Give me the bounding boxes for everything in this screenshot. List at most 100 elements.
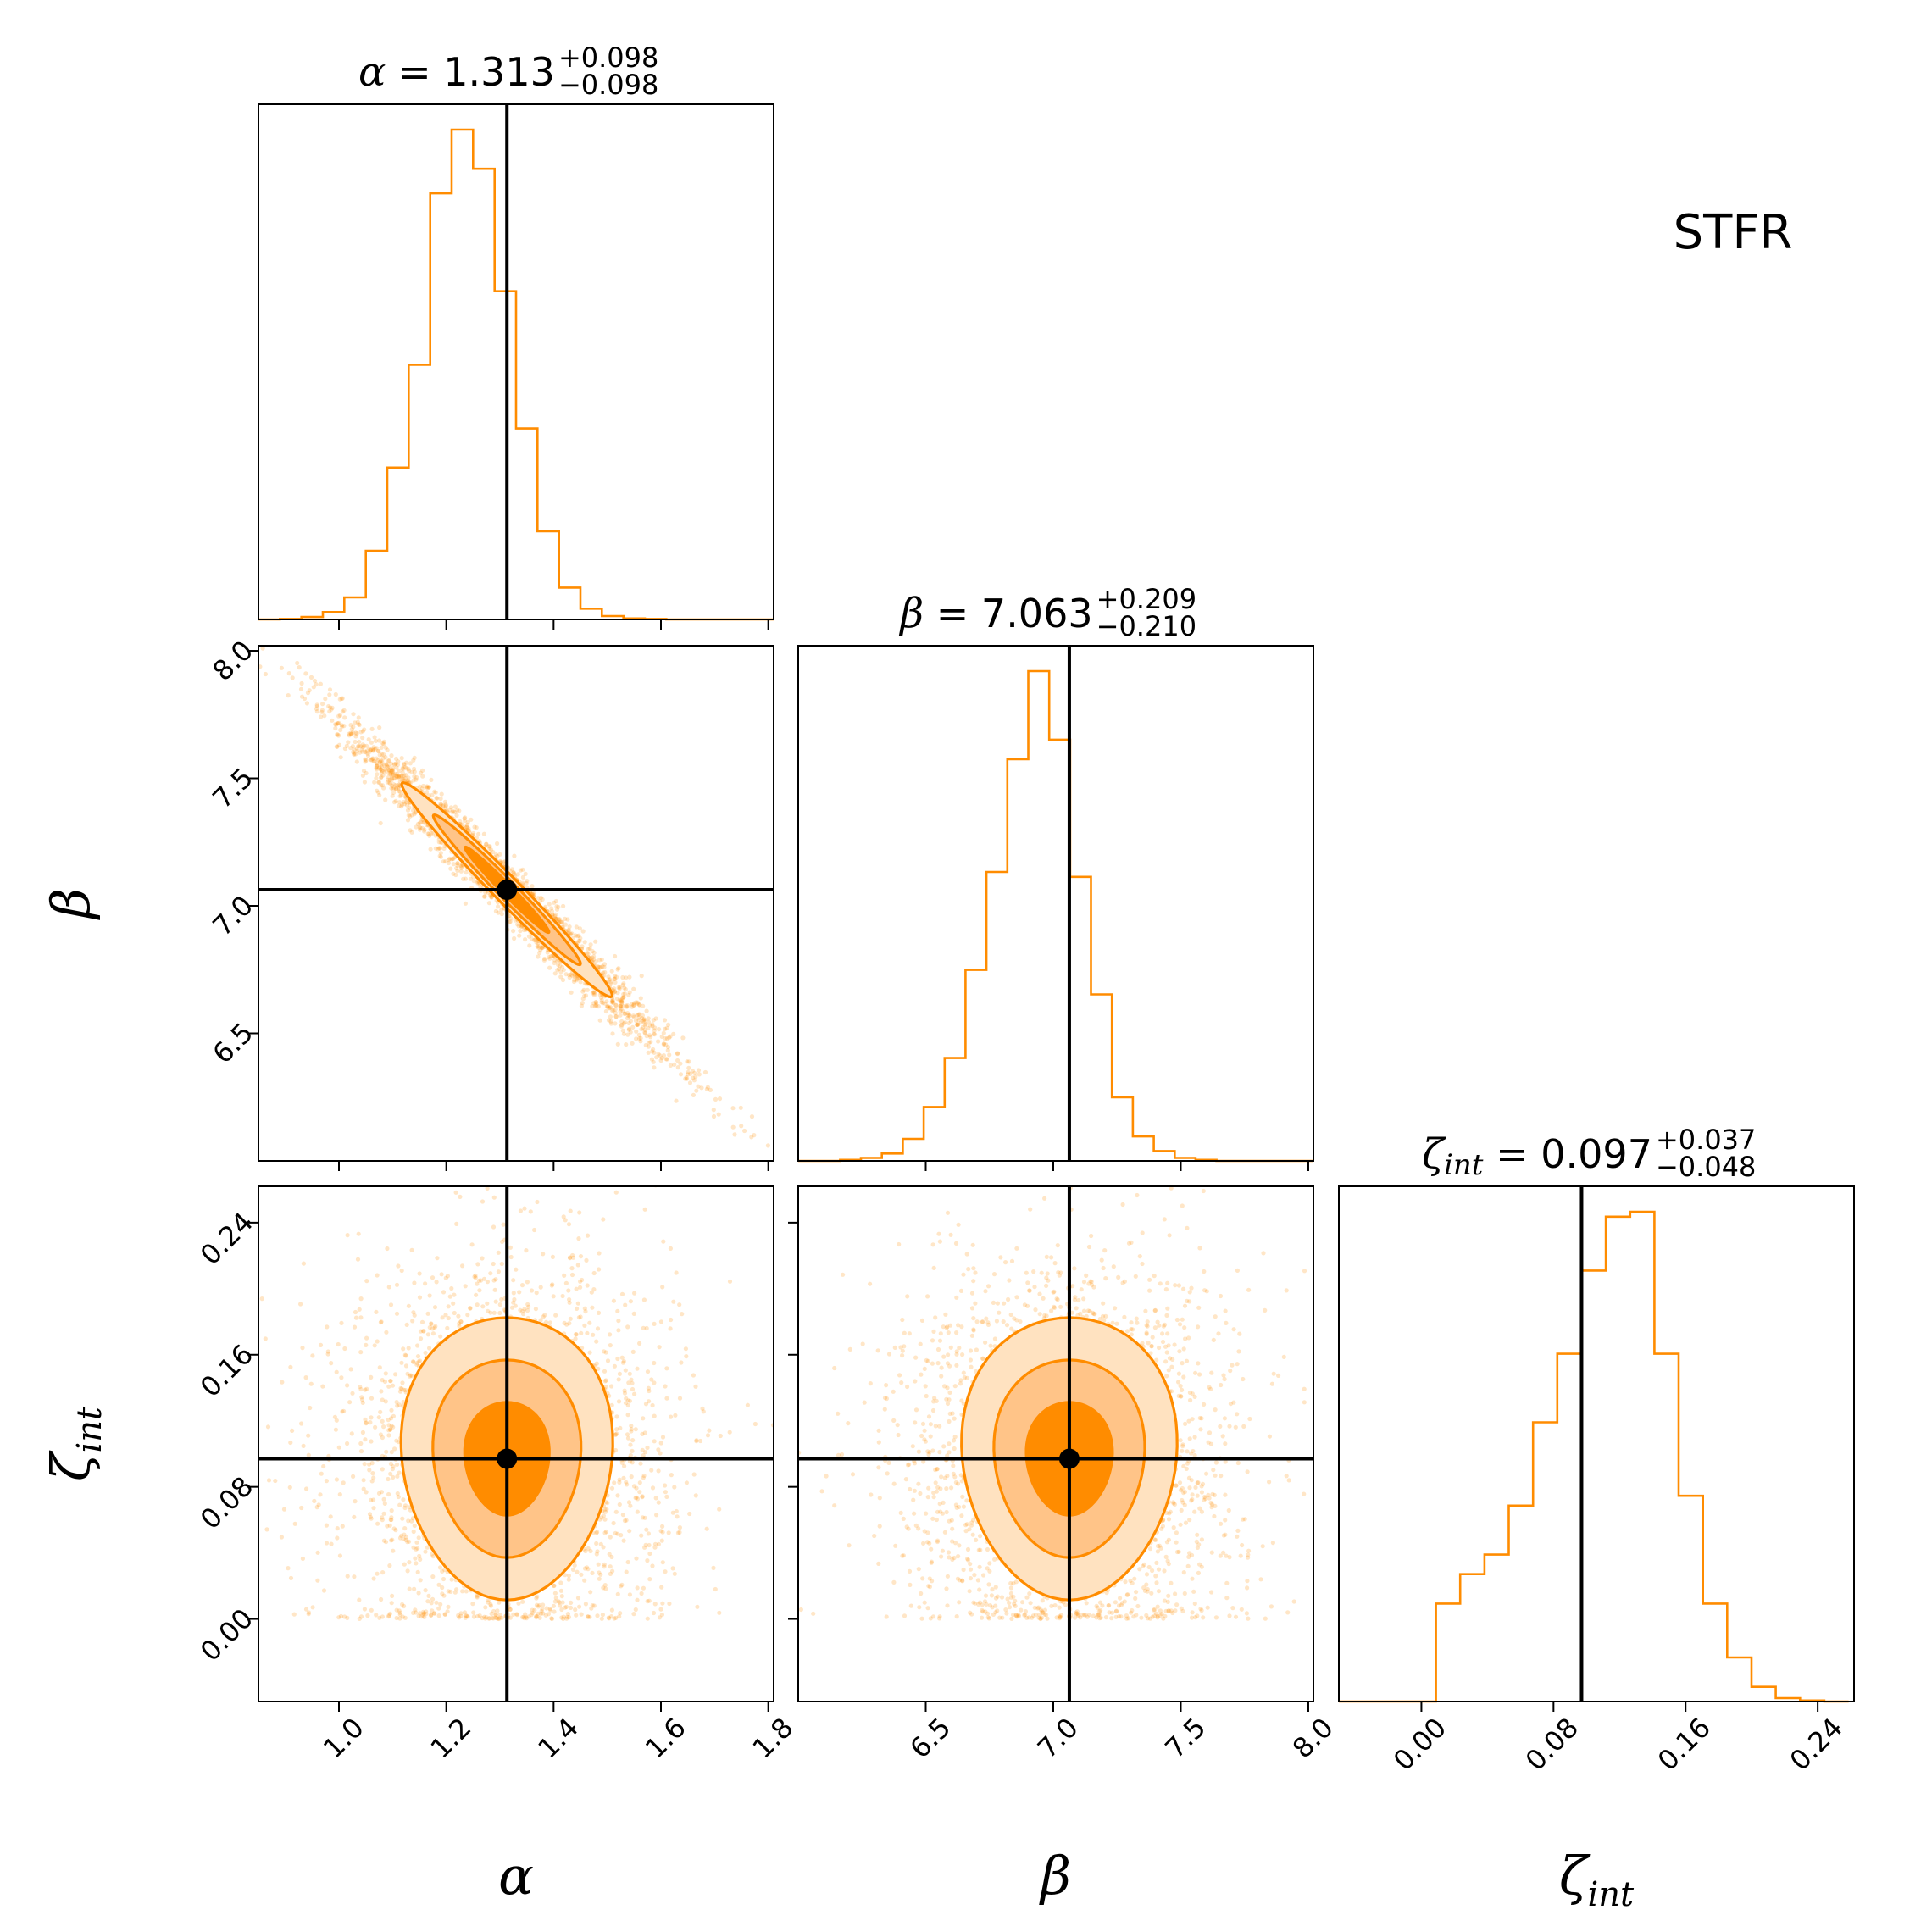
scatter-point	[619, 1019, 625, 1024]
scatter-point	[638, 996, 643, 1001]
scatter-point	[598, 995, 604, 1000]
scatter-point	[619, 1460, 625, 1465]
scatter-point	[626, 1380, 631, 1385]
scatter-point	[642, 1515, 647, 1520]
scatter-point	[686, 1072, 691, 1077]
scatter-point	[400, 770, 405, 775]
scatter-point	[643, 1042, 648, 1048]
scatter-point	[577, 1210, 582, 1215]
scatter-point	[567, 1255, 573, 1260]
scatter-point	[625, 1032, 630, 1037]
scatter-point	[615, 1308, 620, 1313]
scatter-point	[619, 1004, 624, 1009]
scatter-point	[360, 749, 365, 754]
scatter-point	[388, 1379, 393, 1384]
scatter-point	[458, 863, 464, 869]
scatter-point	[649, 1468, 654, 1473]
scatter-point	[607, 1393, 612, 1398]
scatter-point	[661, 1239, 666, 1244]
scatter-point	[551, 1603, 557, 1608]
scatter-point	[622, 1518, 628, 1524]
scatter-point	[401, 767, 406, 772]
scatter-point	[553, 1596, 558, 1601]
scatter-point	[345, 1441, 350, 1446]
scatter-point	[685, 1059, 690, 1064]
scatter-point	[464, 1613, 469, 1618]
scatter-point	[609, 1554, 614, 1560]
scatter-point	[417, 784, 423, 790]
scatter-point	[380, 769, 385, 774]
scatter-point	[659, 1056, 664, 1061]
scatter-point	[419, 1319, 425, 1324]
scatter-point	[631, 1001, 637, 1006]
scatter-point	[392, 776, 397, 781]
scatter-point	[711, 1108, 716, 1113]
scatter-point	[393, 783, 398, 788]
scatter-point	[402, 765, 408, 770]
scatter-point	[348, 746, 353, 751]
scatter-point	[675, 1052, 680, 1057]
scatter-point	[594, 1339, 599, 1344]
scatter-point	[378, 1409, 383, 1414]
scatter-point	[552, 1599, 558, 1604]
scatter-point	[464, 1589, 469, 1594]
scatter-point	[618, 1013, 623, 1018]
scatter-point	[650, 1485, 656, 1491]
scatter-point	[501, 860, 506, 865]
scatter-point	[565, 917, 570, 922]
scatter-point	[623, 1020, 628, 1025]
scatter-point	[618, 1005, 623, 1010]
scatter-point	[621, 1031, 627, 1036]
scatter-point	[624, 1396, 629, 1401]
scatter-point	[591, 1001, 597, 1006]
scatter-point	[351, 712, 356, 717]
scatter-point	[358, 1315, 364, 1320]
scatter-point	[573, 1332, 579, 1337]
scatter-point	[389, 761, 394, 766]
scatter-point	[453, 872, 458, 878]
scatter-point	[639, 1026, 644, 1032]
scatter-point	[432, 1167, 436, 1171]
scatter-point	[374, 1309, 379, 1314]
scatter-point	[664, 1494, 669, 1499]
scatter-point	[594, 1530, 599, 1535]
scatter-point	[718, 1433, 723, 1439]
scatter-point	[407, 805, 412, 810]
scatter-point	[480, 1199, 486, 1204]
scatter-point	[561, 903, 566, 908]
scatter-point	[380, 1467, 385, 1472]
scatter-point	[691, 1092, 697, 1097]
scatter-point	[536, 1611, 541, 1616]
scatter-point	[615, 967, 620, 972]
scatter-point	[397, 1610, 402, 1615]
scatter-point	[405, 808, 411, 813]
scatter-point	[375, 1521, 380, 1526]
scatter-point	[619, 1024, 625, 1029]
scatter-point	[656, 1052, 661, 1057]
scatter-point	[474, 825, 479, 830]
scatter-point	[546, 1612, 552, 1617]
scatter-point	[579, 1612, 584, 1617]
scatter-point	[319, 708, 325, 713]
scatter-point	[663, 1042, 669, 1047]
scatter-point	[530, 1607, 535, 1613]
scatter-point	[389, 769, 394, 774]
scatter-point	[458, 865, 464, 870]
scatter-point	[314, 682, 319, 687]
scatter-point	[323, 697, 328, 702]
scatter-point	[602, 969, 608, 975]
scatter-point	[414, 1540, 419, 1545]
scatter-point	[488, 847, 494, 852]
scatter-point	[631, 1002, 636, 1008]
scatter-point	[600, 1613, 606, 1618]
scatter-point	[366, 737, 371, 742]
scatter-point	[374, 766, 379, 771]
scatter-point	[511, 1278, 516, 1283]
scatter-point	[556, 1599, 561, 1604]
scatter-point	[242, 1247, 246, 1252]
scatter-point	[517, 933, 522, 938]
scatter-point	[395, 772, 400, 777]
scatter-point	[456, 1613, 461, 1618]
scatter-point	[402, 1603, 407, 1609]
scatter-point	[305, 691, 311, 696]
